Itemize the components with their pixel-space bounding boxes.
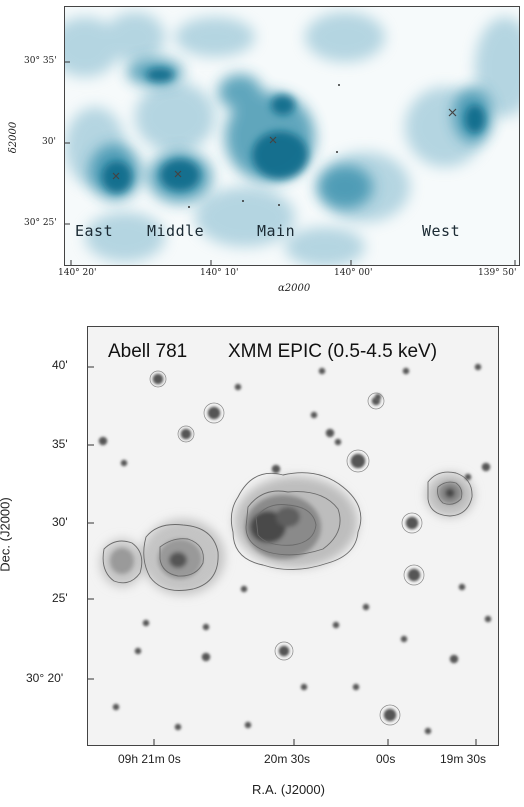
cross-marker: [112, 172, 120, 180]
top-ra-tick: 140° 00': [334, 268, 373, 278]
top-dec-axis-label: δ2000: [8, 121, 20, 154]
cross-marker: [269, 136, 277, 144]
bottom-ra-tick: 19m 30s: [440, 752, 487, 766]
xray-image: [88, 363, 492, 745]
top-ra-tick: 140° 10': [200, 268, 239, 278]
contours: [102, 471, 473, 591]
cross-marker: [448, 108, 457, 117]
xray-title: Abell 781: [108, 341, 188, 362]
region-label-middle: Middle: [147, 222, 205, 240]
bottom-dec-tick: 35': [52, 437, 68, 451]
top-dec-tick: 30° 35': [24, 56, 57, 66]
xray-image-panel: Abell 781 XMM EPIC (0.5-4.5 keV): [87, 326, 499, 746]
mass-map-image: [65, 12, 519, 265]
bottom-dec-tick: 30': [52, 515, 68, 529]
xray-subtitle: XMM EPIC (0.5-4.5 keV): [228, 341, 438, 362]
bottom-ra-tick: 00s: [376, 752, 396, 766]
cross-marker: [174, 170, 182, 178]
point-sources: [98, 363, 492, 735]
top-dec-tick: 30': [42, 137, 56, 147]
top-dec-tick: 30° 25': [24, 218, 57, 228]
bottom-dec-tick: 40': [52, 358, 68, 372]
cluster-markers: [112, 108, 457, 180]
region-label-main: Main: [257, 222, 296, 240]
top-ra-tick: 139° 50': [478, 268, 517, 278]
bottom-ra-tick: 20m 30s: [264, 752, 311, 766]
bottom-ra-tick: 09h 21m 0s: [118, 752, 181, 766]
bottom-dec-tick: 30° 20': [26, 671, 64, 685]
top-ra-tick: 140° 20': [58, 268, 97, 278]
bottom-ra-axis-label: R.A. (J2000): [252, 782, 325, 797]
bottom-dec-tick: 25': [52, 591, 68, 605]
bottom-dec-axis-label: Dec. (J2000): [0, 497, 13, 572]
region-label-west: West: [422, 222, 461, 240]
region-label-east: East: [75, 222, 114, 240]
top-ra-axis-label: α2000: [278, 283, 311, 294]
mass-map-panel: East Middle Main West: [64, 6, 520, 266]
